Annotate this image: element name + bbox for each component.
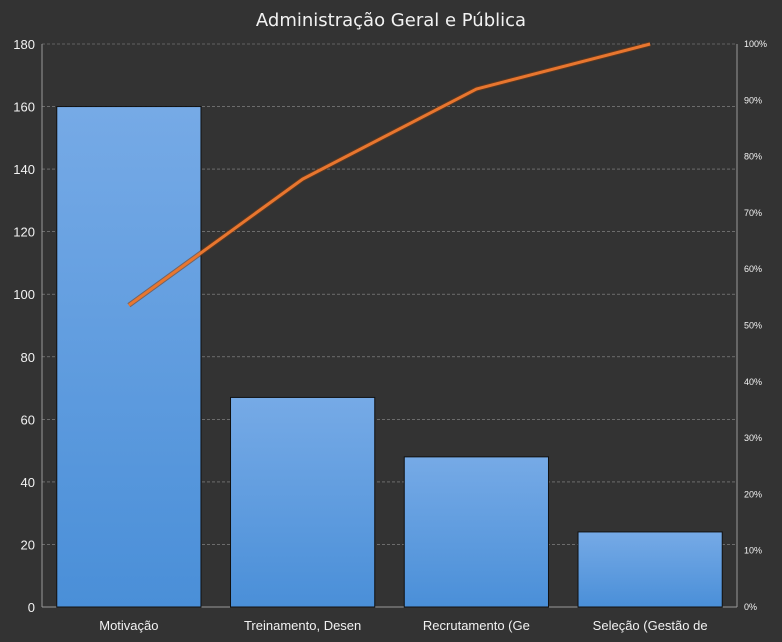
- right-tick-label: 80%: [744, 152, 762, 162]
- right-tick-label: 50%: [744, 321, 762, 331]
- right-tick-label: 90%: [744, 95, 762, 105]
- left-tick-label: 180: [13, 37, 35, 52]
- category-label: Recrutamento (Ge: [423, 618, 530, 633]
- bars: [56, 106, 723, 608]
- bar: [403, 456, 549, 608]
- left-axis-ticks: 0 20 40 60 80 100 120 140 160 180: [13, 37, 35, 615]
- left-tick-label: 20: [21, 537, 35, 552]
- cumulative-line-shadow: [127, 41, 651, 308]
- left-tick-label: 80: [21, 350, 35, 365]
- category-label: Treinamento, Desen: [244, 618, 361, 633]
- right-tick-label: 30%: [744, 433, 762, 443]
- category-label: Motivação: [99, 618, 158, 633]
- left-tick-label: 0: [28, 600, 35, 615]
- right-axis-ticks: 0% 10% 20% 30% 40% 50% 60% 70% 80% 90% 100%: [744, 39, 767, 612]
- category-label: Seleção (Gestão de: [593, 618, 708, 633]
- cumulative-line: [127, 41, 651, 308]
- right-tick-label: 20%: [744, 489, 762, 499]
- chart-title: Administração Geral e Pública: [256, 10, 526, 31]
- left-tick-label: 120: [13, 225, 35, 240]
- left-tick-label: 160: [13, 100, 35, 115]
- right-tick-label: 0%: [744, 602, 757, 612]
- cumulative-line-path: [127, 42, 651, 307]
- left-tick-label: 140: [13, 162, 35, 177]
- right-tick-label: 100%: [744, 39, 767, 49]
- left-tick-label: 100: [13, 287, 35, 302]
- bar: [577, 531, 723, 608]
- right-tick-label: 40%: [744, 377, 762, 387]
- bar: [230, 396, 376, 608]
- category-labels: Motivação Treinamento, Desen Recrutamento …: [99, 618, 707, 633]
- left-tick-label: 60: [21, 412, 35, 427]
- left-tick-label: 40: [21, 475, 35, 490]
- right-tick-label: 60%: [744, 264, 762, 274]
- right-tick-label: 70%: [744, 208, 762, 218]
- right-tick-label: 10%: [744, 546, 762, 556]
- bar: [56, 106, 202, 608]
